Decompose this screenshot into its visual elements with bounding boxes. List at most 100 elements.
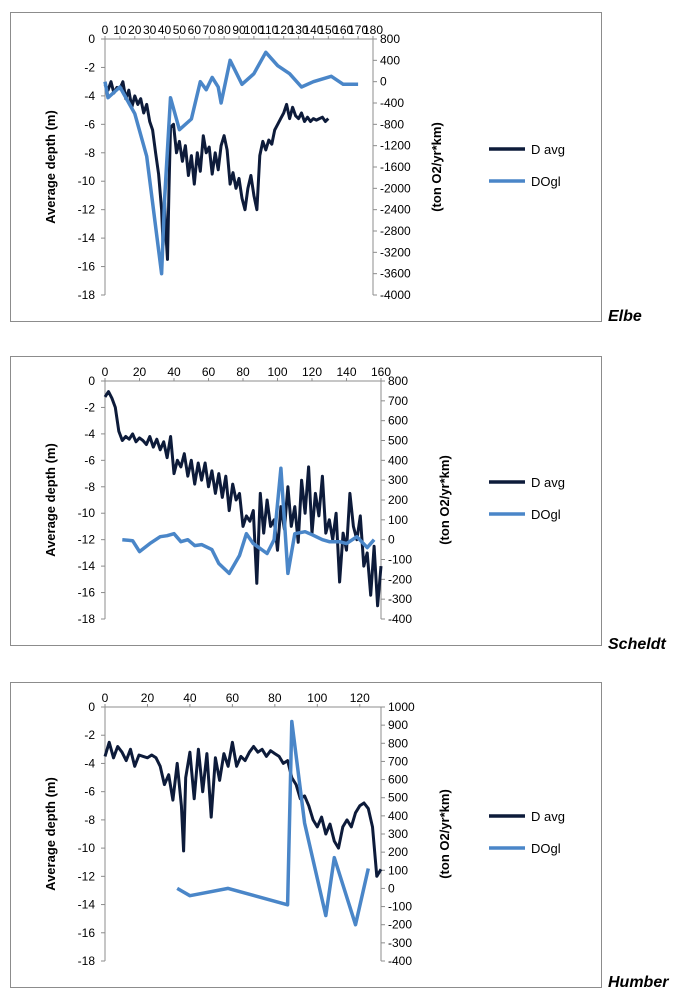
series-line-d-avg bbox=[103, 80, 330, 261]
chart-svg-humber: 0-2-4-6-8-10-12-14-16-181000900800700600… bbox=[43, 691, 565, 968]
x-tick-label: 170 bbox=[348, 23, 368, 37]
y2-tick-label: -2000 bbox=[380, 181, 411, 195]
chart-panel-humber: 0 -2 -4 -6 -8 -10 -12 -14 -16 -18 1000 900 800 700 600… bbox=[10, 682, 602, 988]
y2-axis-title: (ton O2/yr*km) bbox=[437, 455, 452, 545]
series-line-d-avg bbox=[103, 740, 383, 878]
y2-tick-label: -4000 bbox=[380, 288, 411, 302]
y-tick-label: -6 bbox=[84, 117, 95, 131]
y2-tick-label: 0 bbox=[388, 533, 395, 547]
y2-tick-label: -2400 bbox=[380, 203, 411, 217]
y2-axis-title: (ton O2/yr*km) bbox=[429, 122, 444, 212]
chart-svg-scheldt: 0-2-4-6-8-10-12-14-16-188007006005004003… bbox=[43, 365, 565, 626]
chart-panel-scheldt: 0 -2 -4 -6 -8 -10 -12 -14 -16 -18 800 700 600 500 400 3… bbox=[10, 356, 602, 646]
y2-tick-label: 400 bbox=[380, 53, 400, 67]
y-tick-label: -14 bbox=[78, 231, 96, 245]
x-tick-label: 100 bbox=[267, 365, 287, 379]
y-tick-label: -8 bbox=[84, 480, 95, 494]
y2-tick-label: -100 bbox=[388, 900, 412, 914]
y2-tick-label: 500 bbox=[388, 434, 408, 448]
x-tick-label: 0 bbox=[102, 23, 109, 37]
y2-tick-label: 600 bbox=[388, 773, 408, 787]
x-tick-label: 120 bbox=[302, 365, 322, 379]
y2-tick-label: -100 bbox=[388, 553, 412, 567]
x-tick-label: 70 bbox=[203, 23, 217, 37]
chart-svg-elbe: 0-2-4-6-8-10-12-14-16-188004000-400-800-… bbox=[43, 23, 565, 302]
x-tick-label: 10 bbox=[113, 23, 127, 37]
x-tick-label: 80 bbox=[217, 23, 231, 37]
y2-tick-label: -400 bbox=[388, 954, 412, 968]
y2-tick-label: -400 bbox=[388, 612, 412, 626]
y2-tick-label: 1000 bbox=[388, 700, 415, 714]
y2-tick-label: 100 bbox=[388, 863, 408, 877]
x-tick-label: 60 bbox=[188, 23, 202, 37]
x-tick-label: 20 bbox=[133, 365, 147, 379]
y2-tick-label: -300 bbox=[388, 936, 412, 950]
y-tick-label: -10 bbox=[78, 841, 96, 855]
x-tick-label: 100 bbox=[244, 23, 264, 37]
legend-label: DOgl bbox=[531, 174, 561, 189]
x-tick-label: 50 bbox=[173, 23, 187, 37]
x-tick-label: 140 bbox=[336, 365, 356, 379]
y2-tick-label: -200 bbox=[388, 918, 412, 932]
y2-tick-label: 900 bbox=[388, 718, 408, 732]
y-tick-label: 0 bbox=[88, 374, 95, 388]
y-axis-title: Average depth (m) bbox=[43, 777, 58, 891]
y2-tick-label: 100 bbox=[388, 513, 408, 527]
x-tick-label: 160 bbox=[333, 23, 353, 37]
y2-tick-label: 0 bbox=[388, 881, 395, 895]
y-tick-label: -8 bbox=[84, 146, 95, 160]
y2-axis-title: (ton O2/yr*km) bbox=[437, 789, 452, 879]
y-tick-label: -18 bbox=[78, 288, 96, 302]
series-line-d-avg bbox=[103, 390, 383, 608]
y2-tick-label: 800 bbox=[380, 32, 400, 46]
river-label-elbe: Elbe bbox=[608, 308, 642, 325]
x-tick-label: 60 bbox=[202, 365, 216, 379]
y-tick-label: -8 bbox=[84, 813, 95, 827]
y-tick-label: -2 bbox=[84, 60, 95, 74]
x-tick-label: 110 bbox=[259, 23, 278, 37]
series-line-dogl bbox=[176, 719, 371, 927]
y2-tick-label: 400 bbox=[388, 809, 408, 823]
x-tick-label: 30 bbox=[143, 23, 157, 37]
x-tick-label: 80 bbox=[236, 365, 250, 379]
x-tick-label: 120 bbox=[274, 23, 294, 37]
y-tick-label: -4 bbox=[84, 89, 95, 103]
y-tick-label: -16 bbox=[78, 586, 96, 600]
y-tick-label: -4 bbox=[84, 427, 95, 441]
y-tick-label: 0 bbox=[88, 32, 95, 46]
series-line-dogl bbox=[122, 466, 376, 576]
x-tick-label: 180 bbox=[363, 23, 383, 37]
x-tick-label: 20 bbox=[141, 691, 155, 705]
y2-tick-label: -3600 bbox=[380, 267, 411, 281]
y2-tick-label: 0 bbox=[380, 75, 387, 89]
series-line-dogl bbox=[103, 50, 359, 276]
y2-tick-label: 200 bbox=[388, 845, 408, 859]
x-tick-label: 40 bbox=[183, 691, 197, 705]
x-tick-label: 20 bbox=[128, 23, 142, 37]
y-tick-label: -14 bbox=[78, 559, 96, 573]
y2-tick-label: 300 bbox=[388, 827, 408, 841]
y-tick-label: -6 bbox=[84, 785, 95, 799]
y2-tick-label: -1600 bbox=[380, 160, 411, 174]
y-tick-label: -4 bbox=[84, 756, 95, 770]
y-tick-label: -6 bbox=[84, 453, 95, 467]
y-tick-label: -10 bbox=[78, 506, 96, 520]
y2-tick-label: 600 bbox=[388, 414, 408, 428]
y2-tick-label: 400 bbox=[388, 453, 408, 467]
y-tick-label: -18 bbox=[78, 612, 96, 626]
y2-tick-label: -3200 bbox=[380, 245, 411, 259]
legend-label: D avg bbox=[531, 475, 565, 490]
x-tick-label: 80 bbox=[268, 691, 282, 705]
y2-tick-label: -400 bbox=[380, 96, 404, 110]
y2-tick-label: 700 bbox=[388, 394, 408, 408]
x-tick-label: 120 bbox=[350, 691, 370, 705]
y-tick-label: -12 bbox=[78, 869, 96, 883]
y-axis-title: Average depth (m) bbox=[43, 443, 58, 557]
y2-tick-label: 800 bbox=[388, 736, 408, 750]
river-label-scheldt: Scheldt bbox=[608, 636, 666, 653]
legend-label: DOgl bbox=[531, 507, 561, 522]
x-tick-label: 90 bbox=[232, 23, 246, 37]
x-tick-label: 0 bbox=[102, 365, 109, 379]
x-tick-label: 0 bbox=[102, 691, 109, 705]
y-tick-label: -2 bbox=[84, 728, 95, 742]
